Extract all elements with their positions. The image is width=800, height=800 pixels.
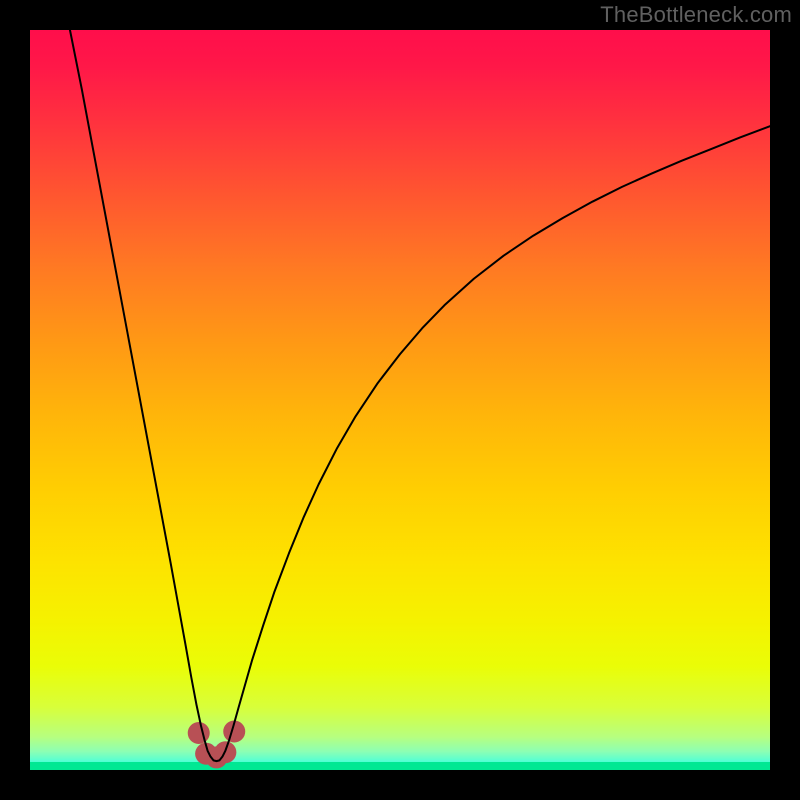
curve-marker [188, 722, 210, 744]
plot-svg [30, 30, 770, 770]
chart-container: TheBottleneck.com [0, 0, 800, 800]
baseline-strip [30, 762, 770, 770]
watermark-text: TheBottleneck.com [600, 2, 792, 28]
plot-area [30, 30, 770, 770]
